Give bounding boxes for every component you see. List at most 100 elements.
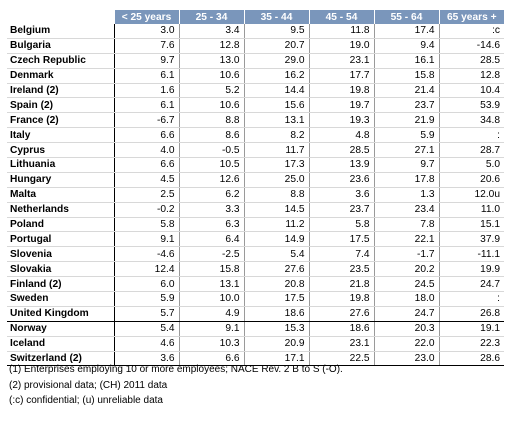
value-cell: 4.6 — [114, 336, 180, 352]
column-header: 25 - 34 — [179, 10, 245, 24]
column-header: < 25 years — [114, 10, 180, 24]
value-cell: 7.8 — [374, 217, 440, 233]
value-cell: : — [439, 127, 504, 144]
table-row: Bulgaria 7.6 12.8 20.7 19.0 9.4 -14.6 — [7, 38, 504, 54]
value-cell: 5.8 — [114, 217, 180, 233]
value-cell: 8.6 — [179, 127, 245, 144]
value-cell: 18.6 — [244, 306, 310, 322]
value-cell: 6.6 — [114, 127, 180, 144]
footnote-3: (:c) confidential; (u) unreliable data — [9, 395, 163, 406]
column-header: 55 - 64 — [374, 10, 440, 24]
value-cell: 5.7 — [114, 306, 180, 322]
value-cell: 6.2 — [179, 187, 245, 203]
table-row: Malta 2.5 6.2 8.8 3.6 1.3 12.0u — [7, 187, 504, 203]
value-cell: 17.8 — [374, 172, 440, 188]
value-cell: 20.2 — [374, 261, 440, 278]
value-cell: 19.7 — [309, 97, 375, 114]
value-cell: 3.6 — [114, 351, 180, 367]
value-cell: 4.5 — [114, 172, 180, 188]
value-cell: 20.3 — [374, 321, 440, 337]
value-cell: 24.5 — [374, 276, 440, 293]
value-cell: 10.4 — [439, 83, 504, 99]
table-row: United Kingdom 5.7 4.9 18.6 27.6 24.7 26.8 — [7, 306, 504, 322]
table-row: France (2) -6.7 8.8 13.1 19.3 21.9 34.8 — [7, 112, 504, 129]
value-cell: 53.9 — [439, 97, 504, 114]
table-row: Slovenia -4.6 -2.5 5.4 7.4 -1.7 -11.1 — [7, 246, 504, 263]
country-cell: Switzerland (2) — [7, 351, 115, 367]
footnote-2: (2) provisional data; (CH) 2011 data — [9, 379, 168, 391]
value-cell: 23.7 — [374, 97, 440, 114]
table-body: Belgium 3.0 3.4 9.5 11.8 17.4:c Bulgaria 7.6 12.… — [7, 24, 504, 367]
value-cell: 18.0 — [374, 291, 440, 307]
country-cell: United Kingdom — [7, 306, 115, 322]
value-cell: 4.8 — [309, 127, 375, 144]
table-row: Poland 5.8 6.3 11.2 5.8 7.8 15.1 — [7, 217, 504, 233]
value-cell: 15.8 — [374, 68, 440, 84]
value-cell: 4.9 — [179, 306, 245, 322]
value-cell: 3.4 — [179, 24, 245, 39]
value-cell: 20.6 — [439, 172, 504, 188]
value-cell: -2.5 — [179, 246, 245, 263]
value-cell: 3.3 — [179, 202, 245, 218]
value-cell: 24.7 — [374, 306, 440, 322]
country-cell: Lithuania — [7, 157, 115, 173]
value-cell: 5.9 — [114, 291, 180, 307]
value-cell: 29.0 — [244, 53, 310, 69]
country-cell: France (2) — [7, 112, 115, 129]
value-cell: 21.9 — [374, 112, 440, 129]
value-cell: 19.8 — [309, 291, 375, 307]
value-cell: 28.5 — [309, 142, 375, 159]
value-cell: 1.3 — [374, 187, 440, 203]
value-cell: 5.4 — [114, 321, 180, 337]
value-cell: 17.5 — [244, 291, 310, 307]
value-cell: 6.1 — [114, 68, 180, 84]
country-cell: Belgium — [7, 24, 115, 39]
value-cell: 34.8 — [439, 112, 504, 129]
value-cell: 8.8 — [244, 187, 310, 203]
value-cell: 19.1 — [439, 321, 504, 337]
country-cell: Sweden — [7, 291, 115, 307]
value-cell: 8.2 — [244, 127, 310, 144]
value-cell: 6.6 — [114, 157, 180, 173]
data-table: < 25 years 25 - 34 35 - 44 45 - 54 55 - 64 65… — [7, 10, 504, 367]
column-header: 35 - 44 — [244, 10, 310, 24]
value-cell: 3.0 — [114, 24, 180, 39]
value-cell: 27.1 — [374, 142, 440, 159]
value-cell: 6.0 — [114, 276, 180, 293]
value-cell: 11.7 — [244, 142, 310, 159]
country-cell: Finland (2) — [7, 276, 115, 293]
value-cell: 10.0 — [179, 291, 245, 307]
value-cell: 20.7 — [244, 38, 310, 54]
value-cell: 23.6 — [309, 172, 375, 188]
value-cell: 17.3 — [244, 157, 310, 173]
value-cell: :c — [439, 24, 504, 39]
value-cell: 4.0 — [114, 142, 180, 159]
value-cell: 23.1 — [309, 336, 375, 352]
country-cell: Czech Republic — [7, 53, 115, 69]
value-cell: 20.8 — [244, 276, 310, 293]
data-table-container: < 25 years 25 - 34 35 - 44 45 - 54 55 - 64 65… — [7, 10, 504, 367]
value-cell: 15.1 — [439, 217, 504, 233]
value-cell: 11.8 — [309, 24, 375, 39]
value-cell: 21.8 — [309, 276, 375, 293]
value-cell: 9.1 — [114, 231, 180, 248]
value-cell: 18.6 — [309, 321, 375, 337]
country-cell: Norway — [7, 321, 115, 337]
value-cell: 12.4 — [114, 261, 180, 278]
value-cell: -14.6 — [439, 38, 504, 54]
value-cell: -1.7 — [374, 246, 440, 263]
column-header: 65 years + — [439, 10, 504, 24]
value-cell: 9.7 — [374, 157, 440, 173]
value-cell: 10.5 — [179, 157, 245, 173]
value-cell: 1.6 — [114, 83, 180, 99]
header-blank-cell — [7, 10, 115, 24]
value-cell: 15.8 — [179, 261, 245, 278]
value-cell: 19.3 — [309, 112, 375, 129]
value-cell: 27.6 — [309, 306, 375, 322]
value-cell: 5.8 — [309, 217, 375, 233]
value-cell: 6.4 — [179, 231, 245, 248]
country-cell: Malta — [7, 187, 115, 203]
value-cell: 5.4 — [244, 246, 310, 263]
value-cell: 7.6 — [114, 38, 180, 54]
table-row: Italy 6.6 8.6 8.2 4.8 5.9: — [7, 127, 504, 144]
